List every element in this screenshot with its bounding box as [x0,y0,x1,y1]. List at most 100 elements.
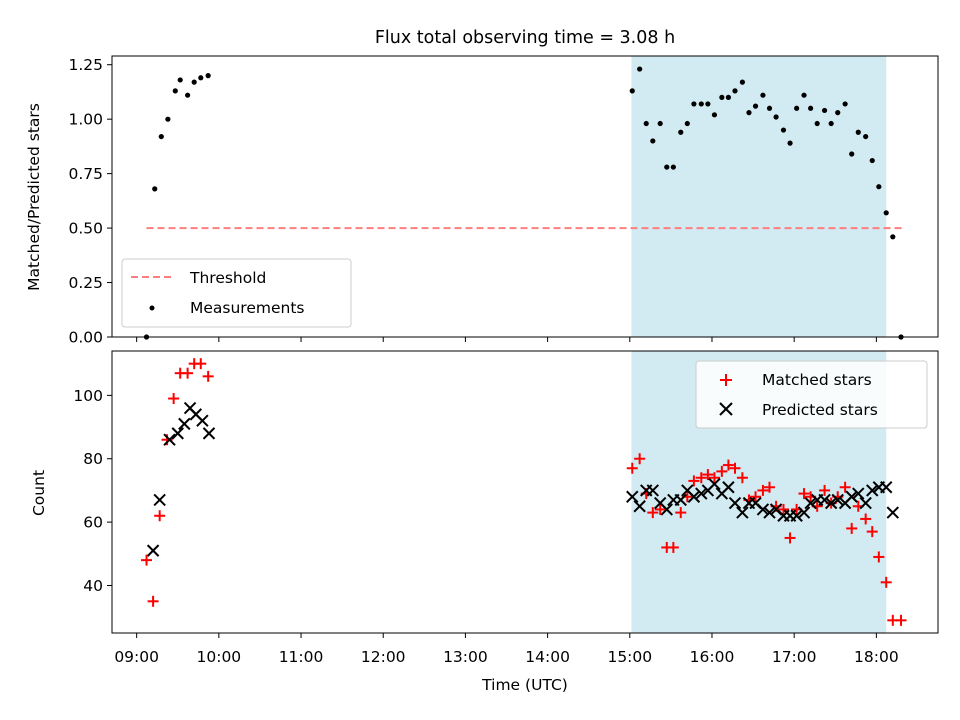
predicted-star-point [880,481,893,494]
predicted-star-point [763,506,776,519]
matched-star-point [182,367,194,379]
measurement-point [814,120,820,127]
legend-matched-label: Matched stars [762,371,872,389]
measurement-point [863,133,869,140]
predicted-star-point [818,493,831,507]
measurement-point [705,101,711,107]
measurement-point [828,120,834,127]
bottom-legend-box [695,360,928,429]
bottom-y-axis-label: Count [30,470,48,516]
matched-star-point [819,484,831,496]
matched-star-point [675,507,687,519]
predicted-star-point [831,493,844,507]
bottom-y-tick-label: 40 [83,577,103,595]
predicted-star-point [886,506,900,519]
matched-star-point [860,513,872,525]
measurement-point [842,101,848,107]
matched-star-point [626,462,638,474]
predicted-star-point [859,496,872,510]
predicted-star-point [153,493,166,507]
measurement-point [165,116,171,122]
measurement-point [773,114,779,120]
predicted-star-point [202,427,216,440]
top-y-tick-label: 1.25 [68,56,103,74]
measurement-point [664,164,670,170]
bottom-x-ticks: 09:00 10:00 11:00 12:00 13:00 14:00 15:00 16:00… [114,633,899,666]
matched-star-point [708,472,720,484]
x-tick-label: 12:00 [361,648,406,666]
predicted-star-point [736,506,749,519]
legend-predicted-swatch [719,402,733,416]
measurement-point [760,92,766,98]
measurement-point [629,88,635,94]
legend-predicted-label: Predicted stars [762,401,878,419]
measurement-point [876,184,882,190]
matched-star-point [846,522,858,534]
predicted-star-point [722,481,735,494]
matched-star-point [757,484,769,496]
bottom-axes-frame [111,350,939,634]
bottom-y-tick-label: 80 [83,450,103,468]
top-legend: Threshold Measurements [121,258,352,328]
measurement-point [780,127,787,133]
legend-measurements-label: Measurements [190,299,305,317]
bottom-legend: Matched stars Predicted stars [695,360,928,429]
measurement-point [205,73,211,79]
bottom-y-ticks: 40 60 80 100 [73,387,112,595]
measurement-point [191,79,197,85]
predicted-star-point [633,500,646,513]
predicted-star-point [695,487,708,500]
predicted-star-point [196,414,209,427]
matched-star-point [873,551,885,563]
chart-title: Flux total observing time = 3.08 h [375,28,675,48]
matched-star-point [798,488,810,500]
measurement-point [657,120,663,127]
measurement-point [849,151,855,157]
x-tick-label: 10:00 [197,648,242,666]
measurement-point [678,129,684,135]
measurement-point [711,112,718,118]
top-axes-frame [111,55,939,338]
x-tick-label: 09:00 [114,648,159,666]
x-tick-label: 16:00 [690,648,735,666]
matched-star-point [667,541,679,553]
x-axis-label: Time (UTC) [481,676,568,694]
top-x-ticks [136,337,877,342]
top-y-tick-label: 1.00 [68,111,103,129]
top-shaded-region [631,56,887,337]
predicted-star-point [866,484,879,497]
measurement-point [801,92,807,98]
x-tick-label: 18:00 [854,648,899,666]
measurement-point [739,79,745,85]
top-y-tick-label: 0.50 [68,220,103,238]
predicted-star-point [804,496,817,510]
measurement-point [691,101,697,107]
matched-star-point [839,481,851,493]
predicted-star-point [171,427,184,440]
x-tick-label: 17:00 [772,648,817,666]
matched-star-point [702,469,714,481]
predicted-star-point [178,417,191,431]
matched-star-point [777,503,789,515]
predicted-star-point [790,509,803,522]
predicted-star-point [163,433,176,446]
measurement-point [637,66,643,72]
predicted-star-point [708,477,721,491]
matched-star-point [141,554,153,566]
matched-star-point [764,481,776,493]
measurement-point [746,110,752,116]
measurement-point [766,105,773,111]
x-tick-label: 14:00 [525,648,570,666]
measurement-point [684,120,690,127]
bottom-y-tick-label: 60 [83,514,103,532]
matched-star-point [168,393,180,405]
predicted-star-point [845,490,858,503]
x-tick-label: 15:00 [607,648,652,666]
legend-matched-swatch [720,374,732,386]
measurement-point [821,107,828,114]
measurement-point [198,75,204,81]
predicted-star-point [824,496,838,510]
measurement-point [835,110,841,116]
matched-star-point [722,459,734,471]
measurement-point [787,140,793,146]
